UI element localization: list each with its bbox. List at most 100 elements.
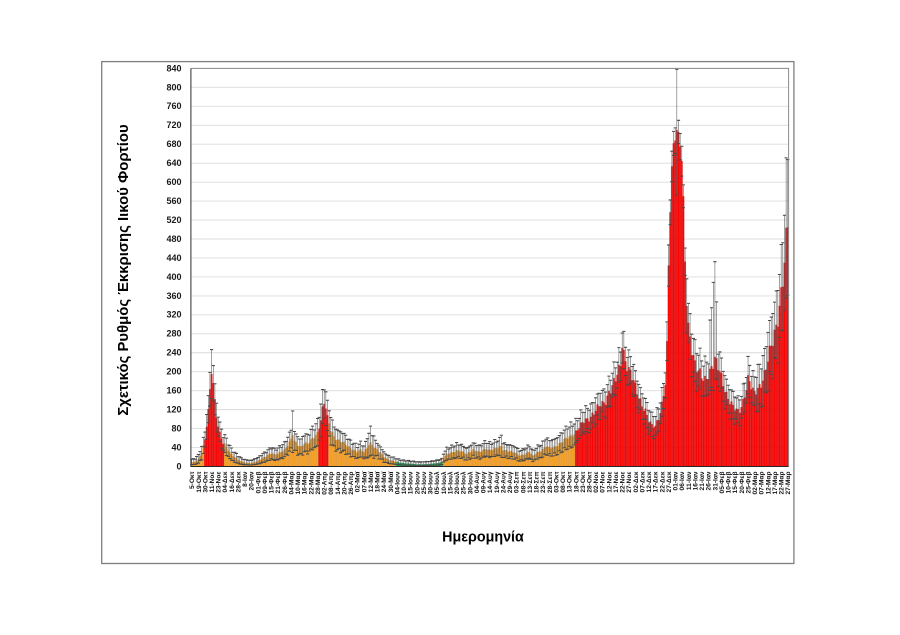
- svg-text:10-Ιουλ: 10-Ιουλ: [440, 471, 448, 494]
- svg-text:16-Δεκ: 16-Δεκ: [229, 471, 236, 492]
- svg-text:06-Ιαν: 06-Ιαν: [679, 471, 686, 490]
- svg-text:760: 760: [166, 101, 181, 111]
- svg-text:11-Ιαν: 11-Ιαν: [686, 471, 693, 490]
- svg-text:30-Οκτ: 30-Οκτ: [202, 471, 209, 492]
- svg-text:600: 600: [166, 177, 181, 187]
- svg-text:25-Ιουν: 25-Ιουν: [421, 471, 428, 494]
- svg-text:02-Απρ: 02-Απρ: [322, 472, 329, 495]
- svg-text:28-Μαρ: 28-Μαρ: [315, 472, 322, 495]
- svg-text:18-Οκτ: 18-Οκτ: [573, 471, 580, 492]
- svg-text:18-Σεπ: 18-Σεπ: [534, 472, 541, 494]
- svg-text:07-Μαρ: 07-Μαρ: [759, 472, 766, 495]
- svg-text:640: 640: [166, 158, 181, 168]
- svg-text:30-Ιουλ: 30-Ιουλ: [466, 471, 474, 494]
- svg-text:8-Ιαν: 8-Ιαν: [242, 471, 249, 487]
- svg-text:02-Νοε: 02-Νοε: [593, 472, 600, 493]
- svg-text:15-Ιουν: 15-Ιουν: [408, 471, 415, 494]
- svg-text:17-Μαρ: 17-Μαρ: [772, 472, 779, 495]
- svg-text:25-Φεβ: 25-Φεβ: [745, 472, 752, 494]
- svg-text:280: 280: [166, 329, 181, 339]
- svg-text:07-Δεκ: 07-Δεκ: [639, 471, 646, 492]
- svg-text:23-Οκτ: 23-Οκτ: [580, 471, 587, 492]
- svg-text:14-Αυγ: 14-Αυγ: [487, 471, 494, 493]
- svg-text:400: 400: [166, 272, 181, 282]
- svg-text:15-Ιουλ: 15-Ιουλ: [446, 471, 454, 494]
- svg-text:27-Μαρ: 27-Μαρ: [785, 472, 792, 495]
- svg-text:09-Φεβ: 09-Φεβ: [262, 472, 269, 494]
- svg-text:03-Οκτ: 03-Οκτ: [553, 471, 560, 492]
- svg-text:01-Φεβ: 01-Φεβ: [255, 472, 262, 494]
- svg-text:20-Ιουλ: 20-Ιουλ: [453, 471, 461, 494]
- svg-text:26-Ιαν: 26-Ιαν: [706, 471, 713, 490]
- svg-text:40: 40: [171, 442, 181, 452]
- svg-text:22-Δεκ: 22-Δεκ: [659, 471, 666, 492]
- svg-text:120: 120: [166, 405, 181, 415]
- svg-text:23-Νοε: 23-Νοε: [216, 472, 223, 493]
- svg-text:20-Φεβ: 20-Φεβ: [739, 472, 746, 494]
- svg-text:200: 200: [166, 367, 181, 377]
- svg-text:Ημερομηνία: Ημερομηνία: [442, 529, 524, 545]
- svg-text:01-Ιαν: 01-Ιαν: [673, 471, 680, 490]
- svg-text:12-Δεκ: 12-Δεκ: [646, 471, 653, 492]
- svg-text:28-Οκτ: 28-Οκτ: [586, 471, 593, 492]
- svg-text:22-Νοε: 22-Νοε: [620, 472, 627, 493]
- svg-text:27-Νοε: 27-Νοε: [626, 472, 633, 493]
- svg-text:30-Μαϊ: 30-Μαϊ: [388, 471, 395, 492]
- svg-text:08-Απρ: 08-Απρ: [328, 472, 335, 495]
- svg-text:360: 360: [166, 291, 181, 301]
- svg-text:19-Οκτ: 19-Οκτ: [196, 471, 203, 492]
- svg-text:23-Σεπ: 23-Σεπ: [540, 472, 547, 494]
- svg-text:21-Φεβ: 21-Φεβ: [275, 472, 282, 494]
- svg-text:12-Μαϊ: 12-Μαϊ: [368, 471, 375, 492]
- svg-text:28-Δεκ: 28-Δεκ: [235, 471, 242, 492]
- svg-text:520: 520: [166, 215, 181, 225]
- svg-text:440: 440: [166, 253, 181, 263]
- svg-text:15-Φεβ: 15-Φεβ: [269, 472, 276, 494]
- svg-text:22-Μαρ: 22-Μαρ: [779, 472, 786, 495]
- svg-text:160: 160: [166, 386, 181, 396]
- svg-text:30-Ιουν: 30-Ιουν: [428, 471, 435, 494]
- svg-text:07-Νοε: 07-Νοε: [600, 472, 607, 493]
- svg-text:26-Φεβ: 26-Φεβ: [282, 472, 289, 494]
- svg-text:24-Μαϊ: 24-Μαϊ: [381, 471, 388, 492]
- svg-text:07-Μαϊ: 07-Μαϊ: [361, 471, 368, 492]
- svg-text:80: 80: [171, 423, 181, 433]
- svg-text:18-Μαϊ: 18-Μαϊ: [375, 471, 382, 492]
- svg-text:17-Νοε: 17-Νοε: [613, 472, 620, 493]
- svg-text:20-Απρ: 20-Απρ: [341, 472, 348, 495]
- svg-text:10-Μαρ: 10-Μαρ: [295, 472, 302, 495]
- svg-text:29-Αυγ: 29-Αυγ: [507, 471, 514, 493]
- svg-text:02-Μαϊ: 02-Μαϊ: [355, 471, 362, 492]
- svg-text:17-Δεκ: 17-Δεκ: [653, 471, 660, 492]
- svg-text:05-Φεβ: 05-Φεβ: [719, 472, 726, 494]
- svg-text:15-Φεβ: 15-Φεβ: [732, 472, 739, 494]
- svg-text:09-Αυγ: 09-Αυγ: [481, 471, 488, 493]
- svg-text:320: 320: [166, 310, 181, 320]
- svg-text:240: 240: [166, 348, 181, 358]
- svg-text:680: 680: [166, 139, 181, 149]
- svg-text:04-Αυγ: 04-Αυγ: [474, 471, 481, 493]
- svg-text:0: 0: [176, 461, 181, 471]
- svg-text:02-Μαρ: 02-Μαρ: [752, 472, 759, 495]
- svg-text:05-Ιουλ: 05-Ιουλ: [433, 471, 441, 494]
- svg-text:04-Ιουν: 04-Ιουν: [394, 471, 401, 494]
- svg-text:08-Σεπ: 08-Σεπ: [520, 472, 527, 494]
- svg-text:10-Ιουν: 10-Ιουν: [401, 471, 408, 494]
- svg-text:12-Νοε: 12-Νοε: [606, 472, 613, 493]
- svg-text:22-Μαρ: 22-Μαρ: [308, 472, 315, 495]
- svg-text:5-Οκτ: 5-Οκτ: [189, 471, 196, 489]
- svg-text:31-Ιαν: 31-Ιαν: [712, 471, 719, 490]
- svg-text:24-Αυγ: 24-Αυγ: [500, 471, 507, 493]
- svg-text:27-Δεκ: 27-Δεκ: [666, 471, 673, 492]
- svg-text:560: 560: [166, 196, 181, 206]
- svg-text:10-Φεβ: 10-Φεβ: [726, 472, 733, 494]
- svg-text:03-Σεπ: 03-Σεπ: [514, 472, 521, 494]
- svg-text:480: 480: [166, 234, 181, 244]
- svg-text:25-Ιουλ: 25-Ιουλ: [460, 471, 468, 494]
- svg-text:13-Σεπ: 13-Σεπ: [527, 472, 534, 494]
- svg-text:800: 800: [166, 82, 181, 92]
- svg-text:Σχετικός Ρυθμός Έκκρισης Ιικού: Σχετικός Ρυθμός Έκκρισης Ιικού Φορτίου: [116, 124, 132, 416]
- svg-text:08-Οκτ: 08-Οκτ: [560, 471, 567, 492]
- svg-text:14-Απρ: 14-Απρ: [335, 472, 342, 495]
- svg-text:12-Μαρ: 12-Μαρ: [765, 472, 772, 495]
